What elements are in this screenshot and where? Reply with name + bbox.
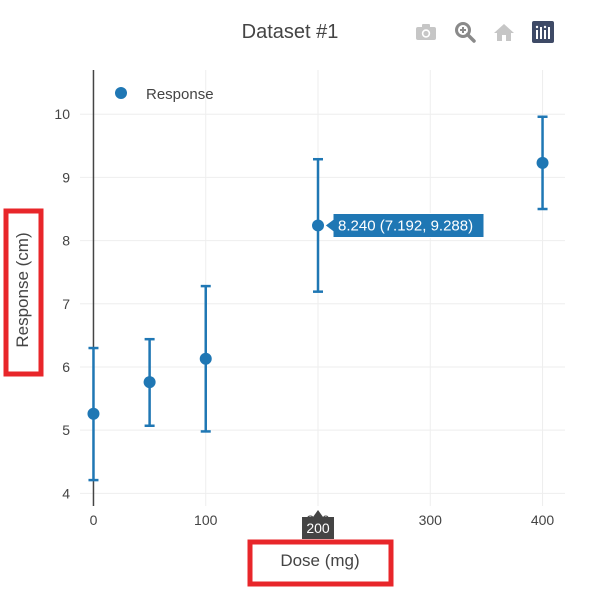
grid bbox=[80, 70, 565, 506]
x-axis-title: Dose (mg) bbox=[280, 551, 359, 570]
hover-label-box bbox=[324, 212, 485, 238]
data-point bbox=[87, 407, 100, 420]
x-tick-label: 100 bbox=[194, 512, 218, 528]
y-tick-label: 5 bbox=[62, 422, 70, 438]
plotly-logo-icon[interactable] bbox=[529, 19, 557, 45]
y-axis-title: Response (cm) bbox=[13, 232, 32, 347]
x-axis-title-highlight bbox=[247, 539, 394, 587]
y-tick-label: 10 bbox=[54, 106, 70, 122]
camera-icon[interactable] bbox=[412, 19, 440, 45]
y-tick-label: 4 bbox=[62, 485, 70, 501]
hover-x-label-box bbox=[302, 510, 335, 539]
y-axis-title-highlight bbox=[3, 208, 44, 377]
data-points bbox=[87, 156, 549, 420]
x-tick-label: 300 bbox=[419, 512, 443, 528]
y-tick-label: 9 bbox=[62, 169, 70, 185]
data-point bbox=[536, 156, 549, 169]
y-tick-label: 8 bbox=[62, 233, 70, 249]
hover-label-text: 8.240 (7.192, 9.288) bbox=[338, 217, 473, 234]
zoom-icon[interactable] bbox=[451, 19, 479, 45]
y-tick-label: 6 bbox=[62, 359, 70, 375]
data-point bbox=[199, 352, 212, 365]
x-axis-title-box: Dose (mg) bbox=[247, 539, 394, 587]
legend-marker bbox=[115, 87, 127, 99]
modebar bbox=[412, 19, 557, 45]
hover-x-label-text: 200 bbox=[306, 520, 330, 536]
data-point bbox=[143, 376, 156, 389]
chart-title: Dataset #1 bbox=[242, 21, 339, 43]
tick-labels: 010020030040045678910 bbox=[54, 106, 554, 528]
x-tick-label: 400 bbox=[531, 512, 555, 528]
y-tick-label: 7 bbox=[62, 296, 70, 312]
legend[interactable]: Response bbox=[115, 86, 214, 103]
home-icon[interactable] bbox=[490, 19, 518, 45]
x-tick-label: 0 bbox=[90, 512, 98, 528]
legend-label: Response bbox=[146, 86, 214, 103]
hover-tooltip: 8.240 (7.192, 9.288) 200 bbox=[302, 212, 485, 539]
y-axis-title-box: Response (cm) bbox=[3, 208, 44, 377]
data-point bbox=[312, 219, 325, 232]
